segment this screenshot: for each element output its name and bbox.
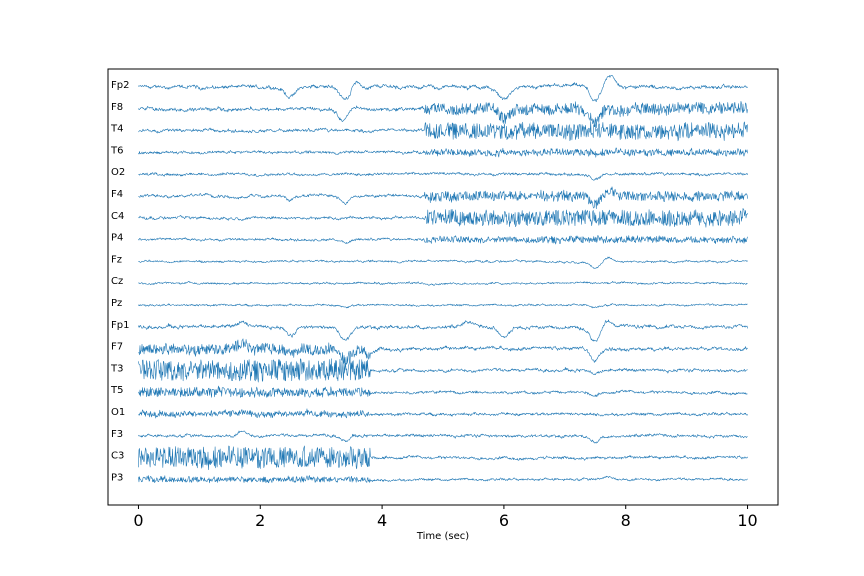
x-tick-label: 0 (133, 511, 143, 530)
trace-f3 (138, 430, 748, 444)
trace-c4 (138, 208, 748, 228)
trace-fz (138, 256, 748, 269)
x-axis-ticks: 0 2 4 6 8 10 (133, 505, 758, 530)
x-tick-label: 4 (377, 511, 387, 530)
channel-labels: Fp2 F8 T4 T6 O2 F4 C4 P4 Fz Cz Pz Fp1 F7 T3 T5 O1 F3 C3 P3 (110, 80, 129, 483)
plot-frame (107, 68, 779, 506)
channel-label-c4: C4 (111, 211, 124, 222)
trace-fp2 (138, 75, 748, 102)
channel-label-f4: F4 (111, 189, 123, 200)
x-axis-label: Time (sec) (416, 531, 469, 542)
trace-t6 (138, 147, 748, 158)
channel-label-fp2: Fp2 (111, 80, 129, 91)
channel-label-fp1: Fp1 (111, 320, 129, 331)
x-tick-label: 10 (737, 511, 757, 530)
channel-label-cz: Cz (111, 276, 123, 287)
eeg-traces (138, 75, 748, 484)
trace-f8 (138, 101, 748, 129)
trace-c3 (138, 445, 748, 470)
channel-label-f8: F8 (111, 102, 123, 113)
trace-fp1 (138, 319, 748, 342)
trace-t5 (138, 385, 748, 398)
channel-label-p4: P4 (111, 233, 123, 244)
channel-label-t6: T6 (110, 145, 123, 156)
trace-f4 (138, 186, 748, 210)
x-tick-label: 8 (621, 511, 631, 530)
channel-label-t4: T4 (110, 124, 123, 135)
trace-t4 (138, 121, 748, 142)
channel-label-fz: Fz (111, 254, 122, 265)
x-tick-label: 2 (255, 511, 265, 530)
channel-label-f7: F7 (111, 342, 123, 353)
channel-label-t5: T5 (110, 385, 123, 396)
x-tick-label: 6 (499, 511, 509, 530)
trace-o1 (138, 408, 748, 419)
channel-label-o1: O1 (111, 407, 125, 418)
channel-label-p3: P3 (111, 472, 123, 483)
channel-label-c3: C3 (111, 451, 124, 462)
channel-label-t3: T3 (110, 363, 123, 374)
trace-pz (138, 303, 748, 309)
channel-label-pz: Pz (111, 298, 122, 309)
trace-f7 (138, 338, 748, 365)
trace-o2 (138, 171, 748, 181)
trace-t3 (138, 358, 748, 383)
trace-p3 (138, 475, 748, 484)
channel-label-o2: O2 (111, 167, 125, 178)
channel-label-f3: F3 (111, 429, 123, 440)
trace-cz (138, 281, 748, 286)
trace-p4 (138, 235, 748, 245)
